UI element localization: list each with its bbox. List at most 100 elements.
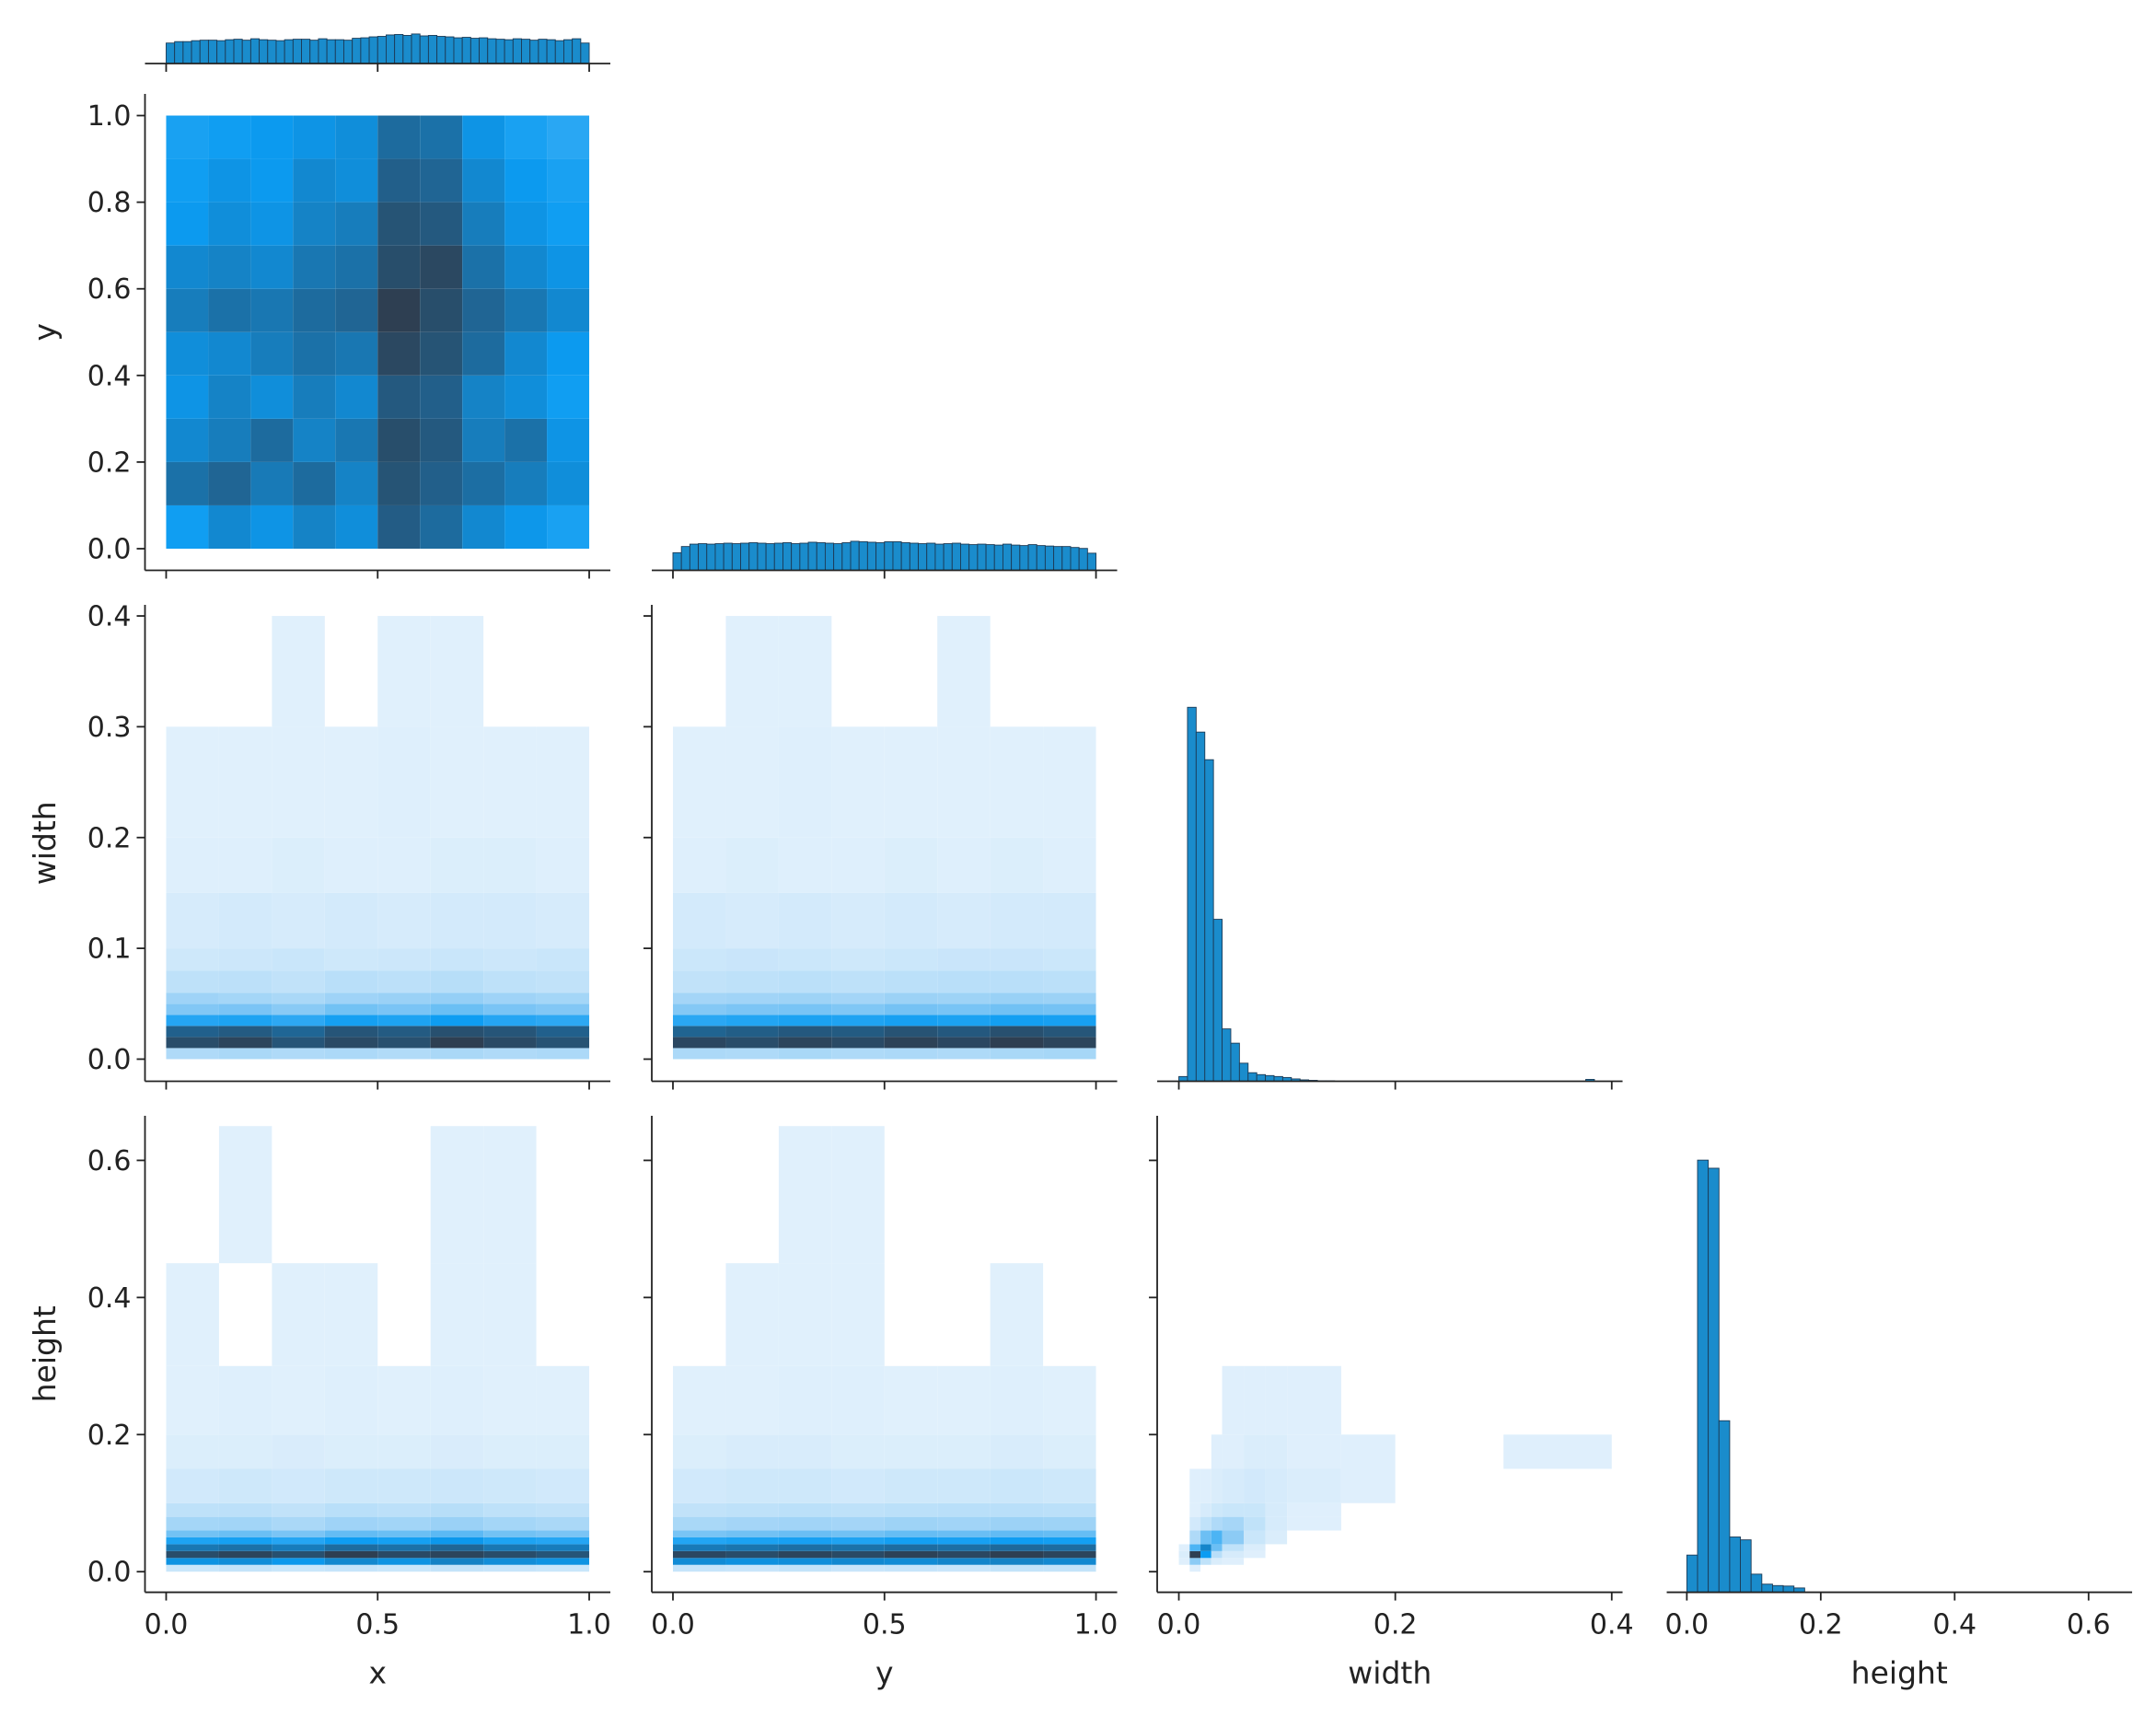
hist-bar — [765, 543, 775, 571]
heat-cell — [166, 1564, 219, 1572]
heat-cell — [884, 1550, 938, 1559]
heat-cell — [430, 1003, 484, 1015]
heat-cell — [884, 1544, 938, 1551]
heat-cell — [293, 461, 336, 505]
hist-bar — [334, 39, 344, 64]
heat-cell — [831, 992, 885, 1004]
heat-cell — [778, 1003, 832, 1015]
heat-cell — [672, 892, 726, 949]
heat-cell — [672, 970, 726, 993]
heat-cell — [672, 1026, 726, 1038]
heat-cell — [1266, 1544, 1288, 1550]
heat-cell — [1244, 1502, 1266, 1517]
heat-cell — [462, 245, 505, 289]
heat-cell — [377, 1550, 431, 1559]
heat-cell — [1244, 1126, 1266, 1366]
hist-bar — [1238, 1062, 1249, 1082]
y-tick-label: 0.4 — [87, 1282, 132, 1315]
hist-bar — [267, 40, 277, 64]
heat-cell — [831, 1003, 885, 1015]
heat-cell — [990, 1537, 1044, 1545]
hist-bar — [1729, 1537, 1741, 1593]
heat-cell — [1503, 1503, 1612, 1517]
x-tick-label: 0.0 — [651, 1609, 695, 1641]
heat-cell — [430, 1544, 484, 1551]
heat-cell — [1396, 1469, 1504, 1503]
heat-cell — [377, 970, 431, 993]
heat-cell — [547, 504, 590, 549]
heat-cell — [272, 1365, 325, 1435]
heat-cell — [166, 418, 209, 462]
hist-bar — [259, 39, 269, 64]
y-tick-label: 0.0 — [87, 533, 132, 565]
heat-cell — [218, 1502, 272, 1517]
heat-cell — [272, 892, 325, 949]
heat-cell — [1043, 726, 1096, 838]
heat-cell — [272, 1015, 325, 1026]
hist-bar — [791, 543, 801, 571]
heat-cell — [377, 616, 431, 727]
heat-cell — [483, 1126, 537, 1264]
heat-cell — [778, 1048, 832, 1060]
heat-cell — [725, 948, 779, 971]
heat-cell — [1200, 1366, 1211, 1434]
heat-cell — [1043, 1502, 1096, 1517]
heat-cell — [377, 1037, 431, 1049]
heat-cell — [166, 202, 209, 246]
heat-cell — [536, 892, 590, 949]
heat-cell — [377, 892, 431, 949]
heat-cell — [272, 1564, 325, 1572]
heat-cell — [1287, 1365, 1341, 1435]
heat-cell — [1043, 1558, 1096, 1565]
hist-bar — [199, 40, 209, 64]
hist-bar — [241, 40, 251, 64]
heat-cell — [1179, 1434, 1190, 1468]
heat-cell — [990, 1048, 1044, 1060]
hist-bar — [352, 38, 362, 64]
heat-cell — [208, 202, 251, 246]
heat-cell — [250, 288, 294, 332]
x-tick-label: 1.0 — [1074, 1609, 1119, 1641]
heat-cell — [672, 1037, 726, 1049]
heat-cell — [672, 1048, 726, 1060]
heat-cell — [462, 331, 505, 376]
heat-cell — [990, 1530, 1044, 1537]
heat-cell — [1043, 1516, 1096, 1531]
hist-bar — [875, 542, 886, 571]
heat-cell — [324, 1048, 378, 1060]
heat-cell — [831, 1048, 885, 1060]
heat-cell — [990, 1263, 1044, 1366]
heat-cell — [831, 616, 884, 726]
heat-cell — [547, 461, 590, 505]
heat-cell — [1287, 1558, 1341, 1564]
hist-bar — [529, 40, 539, 64]
hist-bar — [909, 542, 919, 571]
hist-bar — [326, 39, 336, 64]
hist-bar — [309, 40, 319, 64]
heat-cell — [430, 1502, 484, 1517]
heat-cell — [483, 1048, 537, 1060]
heat-cell — [377, 1026, 431, 1038]
heat-cell — [536, 1550, 590, 1559]
y-axis-label: y — [27, 323, 63, 342]
heat-cell — [377, 158, 421, 203]
heat-cell — [166, 837, 219, 893]
x-tick-label: 0.0 — [1664, 1609, 1709, 1641]
heat-cell — [1222, 1516, 1245, 1531]
heat-cell — [377, 288, 421, 332]
heat-cell — [219, 1263, 272, 1366]
heat-cell — [272, 1026, 325, 1038]
heat-cell — [324, 1564, 378, 1572]
heat-cell — [430, 1516, 484, 1531]
heat-cell — [1341, 1531, 1396, 1545]
heat-cell — [1179, 1531, 1190, 1545]
heat-cell — [504, 288, 548, 332]
heat-cell — [166, 331, 209, 376]
hist-bar — [521, 39, 531, 64]
heat-cell — [377, 461, 421, 505]
heat-cell — [483, 992, 537, 1004]
heat-cell — [324, 1037, 378, 1049]
heat-cell — [725, 992, 779, 1004]
heat-cell — [430, 616, 484, 727]
